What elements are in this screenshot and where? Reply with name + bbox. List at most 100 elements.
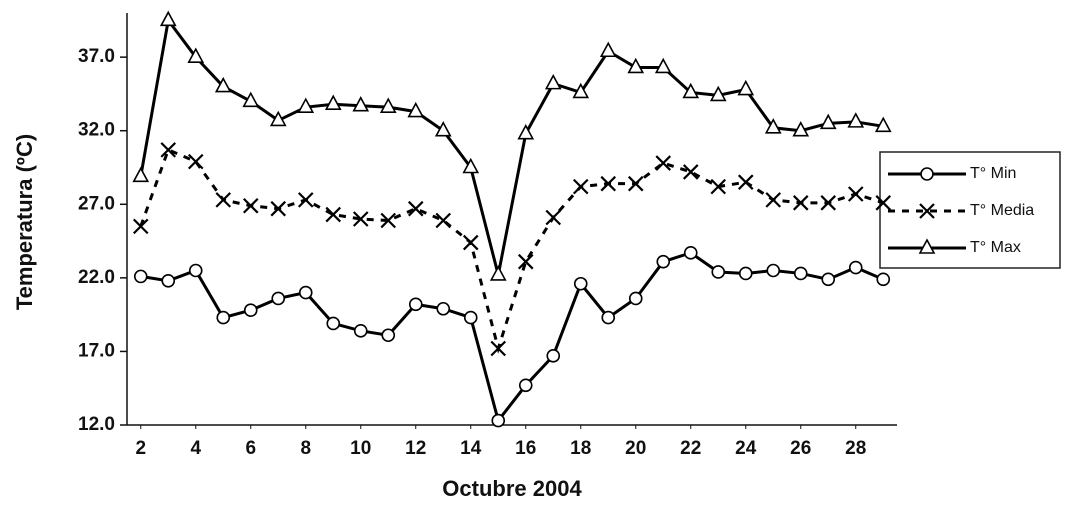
point — [242, 91, 260, 108]
point — [271, 291, 286, 306]
x-tick-label: 6 — [245, 438, 256, 459]
point — [269, 110, 287, 127]
point — [161, 273, 176, 288]
point — [489, 265, 507, 281]
point — [819, 113, 837, 130]
legend-marker — [918, 238, 936, 254]
legend-box — [879, 151, 1061, 269]
point — [874, 116, 892, 133]
point — [600, 175, 617, 192]
point — [187, 153, 204, 170]
point — [655, 155, 672, 171]
point — [352, 211, 369, 227]
legend-label: T° Max — [970, 239, 1021, 256]
legend-label: T° Media — [970, 202, 1034, 219]
point — [821, 272, 836, 287]
point — [517, 253, 534, 270]
x-tick-label: 26 — [790, 438, 811, 459]
x-tick-label: 20 — [625, 438, 646, 459]
point — [324, 94, 342, 111]
point — [876, 272, 891, 287]
point — [160, 142, 177, 158]
point — [765, 192, 782, 208]
point — [352, 96, 370, 112]
point — [738, 266, 753, 281]
point — [188, 263, 203, 278]
x-tick-label: 10 — [350, 438, 371, 459]
x-tick-label: 18 — [570, 438, 591, 459]
point — [656, 254, 671, 269]
point — [297, 97, 315, 113]
point — [435, 212, 452, 229]
point — [187, 47, 205, 63]
point — [572, 82, 590, 99]
point — [408, 297, 423, 312]
point — [599, 41, 617, 58]
point — [545, 209, 562, 226]
point — [737, 79, 755, 96]
series-line — [139, 147, 884, 354]
point — [654, 57, 672, 74]
point — [601, 310, 616, 325]
point — [298, 285, 313, 300]
x-axis-label: Octubre 2004 — [442, 476, 582, 501]
x-tick-label: 28 — [845, 438, 866, 459]
point — [627, 175, 644, 192]
y-tick-label: 12.0 — [78, 414, 115, 435]
y-tick-label: 32.0 — [78, 120, 115, 141]
point — [792, 195, 809, 211]
y-tick-label: 17.0 — [78, 340, 115, 361]
y-tick-label: 22.0 — [78, 267, 115, 288]
point — [683, 246, 698, 260]
point — [380, 212, 397, 229]
point — [766, 263, 781, 278]
point — [270, 200, 287, 217]
point — [573, 276, 588, 291]
x-tick-label: 12 — [405, 438, 426, 459]
point — [159, 10, 177, 27]
y-axis-label: Temperatura (ºC) — [12, 134, 37, 310]
point — [627, 57, 645, 74]
point — [711, 265, 726, 279]
y-tick-label: 37.0 — [78, 46, 115, 67]
legend-marker — [919, 203, 935, 219]
point — [436, 301, 451, 316]
point — [793, 266, 808, 281]
point — [243, 303, 258, 318]
point — [572, 178, 589, 195]
point — [682, 82, 700, 99]
point — [215, 192, 232, 208]
x-tick-label: 8 — [300, 438, 311, 459]
point — [792, 121, 810, 137]
point — [517, 123, 535, 140]
point — [326, 316, 341, 331]
x-tick-label: 14 — [460, 438, 482, 459]
point — [462, 157, 480, 174]
point — [820, 195, 837, 211]
point — [682, 164, 699, 180]
point — [407, 101, 425, 118]
point — [764, 118, 782, 134]
point — [463, 310, 478, 325]
point — [381, 328, 396, 343]
point — [242, 197, 259, 214]
point — [710, 178, 727, 195]
x-tick-label: 16 — [515, 438, 536, 459]
legend-label: T° Min — [970, 165, 1016, 182]
x-tick-label: 2 — [135, 438, 146, 459]
point — [214, 76, 232, 93]
point — [628, 291, 643, 306]
point — [434, 121, 452, 137]
point — [875, 195, 892, 211]
x-tick-label: 22 — [680, 438, 701, 459]
x-tick-label: 4 — [190, 438, 201, 459]
legend-marker — [920, 167, 934, 181]
point — [518, 378, 533, 393]
point — [546, 349, 561, 363]
point — [737, 174, 754, 190]
point — [491, 413, 506, 428]
point — [544, 73, 562, 90]
point — [379, 97, 397, 113]
series-line — [140, 251, 884, 424]
point — [132, 166, 150, 183]
